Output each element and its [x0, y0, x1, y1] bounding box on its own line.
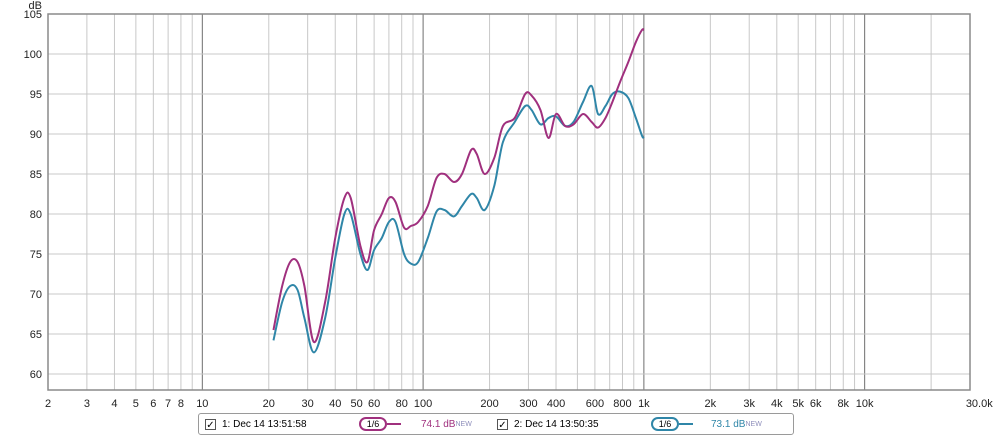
y-tick-label: 85 [30, 169, 42, 181]
y-tick-label: 80 [30, 209, 42, 221]
x-tick-label: 400 [547, 398, 565, 410]
smoothing-badge-2[interactable]: 1/6 [651, 417, 679, 431]
y-tick-label: 65 [30, 329, 42, 341]
x-tick-label: 8 [178, 398, 184, 410]
x-tick-label: 300 [519, 398, 537, 410]
new-badge-1: NEW [455, 420, 472, 428]
x-tick-label: 100 [414, 398, 432, 410]
smoothing-control-1[interactable]: 1/6 [359, 416, 401, 432]
x-tick-label: 80 [396, 398, 408, 410]
y-tick-label: 90 [30, 129, 42, 141]
level-value-2: 73.1 dB [711, 418, 746, 430]
plot-frame [47, 13, 971, 391]
x-tick-label: 600 [586, 398, 604, 410]
checkbox-icon[interactable]: ✓ [205, 418, 216, 431]
level-value-1: 74.1 dB [421, 418, 456, 430]
level-readout-1: 74.1 dB NEW [421, 416, 472, 432]
x-tick-label: 5k [792, 398, 804, 410]
new-badge-2: NEW [745, 420, 762, 428]
x-tick-label: 4 [111, 398, 117, 410]
x-tick-label: 30.0kHz [966, 398, 993, 410]
legend-item-2[interactable]: ✓ 2: Dec 14 13:50:35 [497, 416, 599, 432]
y-tick-label: 105 [24, 9, 42, 21]
x-tick-label: 4k [771, 398, 783, 410]
x-tick-label: 10k [856, 398, 874, 410]
legend-label-2: 2: Dec 14 13:50:35 [514, 418, 599, 430]
x-tick-label: 20 [263, 398, 275, 410]
y-tick-label: 75 [30, 249, 42, 261]
series-line-sample-2 [679, 423, 693, 425]
series-line-2 [272, 84, 645, 354]
series-line-sample-1 [387, 423, 401, 425]
x-tick-label: 50 [351, 398, 363, 410]
y-tick-label: 95 [30, 89, 42, 101]
x-tick-label: 3 [84, 398, 90, 410]
plot-area [48, 14, 970, 390]
legend-item-1[interactable]: ✓ 1: Dec 14 13:51:58 [205, 416, 307, 432]
x-tick-label: 8k [837, 398, 849, 410]
x-tick-label: 800 [613, 398, 631, 410]
x-tick-label: 200 [480, 398, 498, 410]
x-tick-label: 2k [705, 398, 717, 410]
x-tick-label: 30 [302, 398, 314, 410]
x-tick-label: 60 [368, 398, 380, 410]
x-tick-label: 7 [165, 398, 171, 410]
x-tick-label: 5 [133, 398, 139, 410]
x-tick-label: 40 [329, 398, 341, 410]
x-tick-label: 3k [743, 398, 755, 410]
level-readout-2: 73.1 dB NEW [711, 416, 762, 432]
smoothing-control-2[interactable]: 1/6 [651, 416, 693, 432]
smoothing-badge-1[interactable]: 1/6 [359, 417, 387, 431]
y-tick-label: 60 [30, 369, 42, 381]
x-tick-label: 1k [638, 398, 650, 410]
checkbox-icon[interactable]: ✓ [497, 418, 508, 431]
legend-bar: ✓ 1: Dec 14 13:51:58 1/6 74.1 dB NEW ✓ 2:… [198, 413, 794, 435]
y-tick-label: 70 [30, 289, 42, 301]
x-tick-label: 2 [45, 398, 51, 410]
x-tick-label: 10 [196, 398, 208, 410]
y-tick-label: 100 [24, 49, 42, 61]
legend-label-1: 1: Dec 14 13:51:58 [222, 418, 307, 430]
series-line-1 [272, 28, 645, 344]
y-axis-unit: dB [29, 0, 42, 12]
x-tick-label: 6k [810, 398, 822, 410]
x-tick-label: 6 [150, 398, 156, 410]
